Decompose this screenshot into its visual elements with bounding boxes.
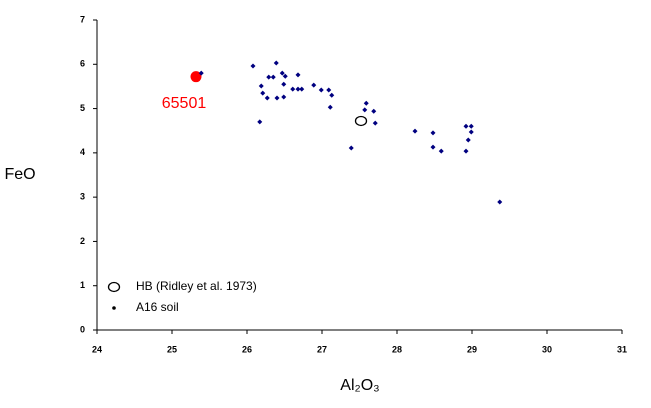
data-point xyxy=(274,95,280,101)
data-point xyxy=(260,90,266,96)
annotation-label: 65501 xyxy=(162,95,207,112)
y-tick-label: 5 xyxy=(80,103,85,113)
x-tick-label: 28 xyxy=(392,344,402,354)
y-tick-label: 0 xyxy=(80,324,85,334)
data-point xyxy=(354,115,368,127)
data-point xyxy=(468,129,474,135)
x-tick-label: 30 xyxy=(542,344,552,354)
data-point xyxy=(295,86,301,92)
data-point xyxy=(281,81,287,87)
legend-label: HB (Ridley et al. 1973) xyxy=(136,279,257,293)
data-point xyxy=(281,94,287,100)
x-tick-label: 29 xyxy=(467,344,477,354)
x-tick-label: 26 xyxy=(242,344,252,354)
legend-marker xyxy=(112,306,116,310)
x-tick-label: 25 xyxy=(167,344,177,354)
data-point xyxy=(372,120,378,126)
data-point xyxy=(198,70,204,76)
data-point xyxy=(363,100,369,106)
x-axis-label: Al₂O₃ xyxy=(340,377,379,394)
data-point xyxy=(326,87,332,93)
data-point xyxy=(497,199,503,205)
data-point xyxy=(327,104,333,110)
y-tick-label: 6 xyxy=(80,59,85,69)
data-point xyxy=(438,148,444,154)
data-point xyxy=(299,86,305,92)
data-point xyxy=(264,95,270,101)
data-point xyxy=(412,128,418,134)
y-tick-label: 3 xyxy=(80,192,85,202)
x-tick-label: 24 xyxy=(92,344,102,354)
data-point xyxy=(270,74,276,80)
data-point xyxy=(465,137,471,143)
x-tick-label: 31 xyxy=(617,344,627,354)
data-point xyxy=(273,60,279,66)
data-point xyxy=(266,74,272,80)
data-point xyxy=(295,72,301,78)
y-tick-label: 4 xyxy=(80,147,85,157)
data-point xyxy=(371,108,377,114)
data-point xyxy=(463,123,469,129)
data-point xyxy=(318,87,324,93)
y-axis-label: FeO xyxy=(4,166,35,183)
legend-label: A16 soil xyxy=(136,300,179,314)
data-point xyxy=(348,145,354,151)
data-point xyxy=(430,130,436,136)
x-tick-label: 27 xyxy=(317,344,327,354)
data-point xyxy=(329,92,335,98)
y-tick-label: 7 xyxy=(80,14,85,24)
data-point xyxy=(463,148,469,154)
data-point xyxy=(257,119,263,125)
data-point xyxy=(282,73,288,79)
legend-marker xyxy=(107,281,121,293)
y-tick-label: 2 xyxy=(80,236,85,246)
y-tick-label: 1 xyxy=(80,280,85,290)
data-point xyxy=(279,70,285,76)
data-point xyxy=(468,123,474,129)
annotation-point xyxy=(190,71,202,83)
data-point xyxy=(250,63,256,69)
data-point xyxy=(290,86,296,92)
data-point xyxy=(430,144,436,150)
data-point xyxy=(258,83,264,89)
data-point xyxy=(311,82,317,88)
data-point xyxy=(362,107,368,113)
